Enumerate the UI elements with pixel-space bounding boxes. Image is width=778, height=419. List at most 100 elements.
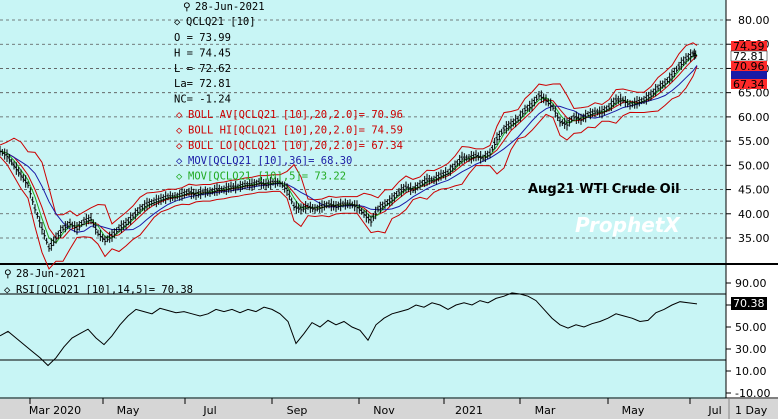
price-bar (607, 103, 611, 112)
price-bar (535, 94, 539, 102)
price-bar (446, 169, 450, 176)
price-bar (269, 176, 273, 190)
price-bar (168, 191, 172, 203)
rsi-date-icon: ⚲ (4, 268, 12, 280)
price-marker: 74.59 (731, 40, 767, 53)
price-bar (122, 220, 126, 230)
price-bar (61, 224, 65, 232)
price-bar (682, 56, 686, 67)
price-bar (371, 212, 375, 222)
rsi-marker: 70.38 (731, 297, 767, 310)
price-bar (647, 91, 651, 102)
price-bar (633, 97, 637, 109)
ohlc-label: La= 72.81 (174, 78, 231, 90)
price-bar (290, 197, 294, 205)
price-tick-label: 80.00 (738, 14, 770, 27)
price-bar (112, 228, 116, 238)
price-bar (80, 220, 84, 227)
price-bar (469, 150, 473, 164)
price-bar (336, 201, 340, 210)
price-bar (206, 187, 210, 197)
price-bar (640, 97, 644, 105)
price-bar (672, 67, 676, 78)
rsi-tick-label: 50.00 (735, 321, 767, 334)
price-bar (637, 96, 641, 107)
svg-text:72.81: 72.81 (733, 50, 765, 63)
price-bar (467, 153, 471, 163)
price-bar (33, 204, 37, 214)
price-bar (353, 200, 357, 212)
rsi-tick-label: 30.00 (735, 343, 767, 356)
price-bar (318, 201, 322, 213)
price-bar (304, 201, 308, 214)
price-bar (563, 117, 567, 129)
x-tick-label: 2021 (455, 404, 483, 417)
price-bar (45, 237, 49, 245)
price-bar (196, 189, 200, 198)
indicator-icon: ◇ (176, 124, 183, 136)
price-bar (222, 185, 226, 194)
price-bar (593, 107, 597, 117)
price-tick-label: 55.00 (738, 135, 770, 148)
price-bar (572, 112, 576, 122)
price-bar (500, 128, 504, 136)
price-bar (297, 203, 301, 213)
price-bar (530, 98, 534, 112)
price-bar (147, 198, 151, 209)
interval-label: 1 Day (735, 404, 768, 417)
price-bar (75, 222, 79, 235)
price-bar (516, 115, 520, 123)
price-bar (194, 188, 198, 200)
price-bar (31, 196, 35, 205)
price-bar (171, 192, 175, 201)
price-bar (350, 201, 354, 209)
legend-block: ⚲ 28-Jun-2021 ◇ QCLQ21 [10] O = 73.99 H =… (174, 1, 403, 183)
price-bar (180, 188, 184, 201)
price-bar (346, 199, 350, 209)
price-bar (143, 200, 147, 212)
price-bar (227, 183, 231, 193)
price-bar (677, 61, 681, 71)
price-bar (453, 160, 457, 171)
price-bar (591, 108, 595, 117)
rsi-date: 28-Jun-2021 (16, 268, 86, 280)
price-bar (56, 230, 60, 239)
ohlc-label: O = 73.99 (174, 32, 231, 44)
price-bar (341, 200, 345, 208)
price-bar (140, 203, 144, 211)
price-bar (175, 192, 179, 200)
price-bar (644, 92, 648, 105)
indicator-label: MOV[QCLQ21 [10],36]= 68.30 (188, 155, 352, 167)
price-bar (161, 194, 165, 203)
price-bar (84, 213, 88, 227)
price-bar (374, 206, 378, 220)
indicator-label: BOLL AV[QCLQ21 [10],20,2.0]= 70.96 (188, 109, 403, 121)
price-bar (404, 181, 408, 193)
price-tick-label: 65.00 (738, 87, 770, 100)
price-bar (243, 179, 247, 190)
price-bar (490, 144, 494, 152)
price-bar (285, 183, 289, 196)
price-bar (600, 105, 604, 119)
chart-date: 28-Jun-2021 (195, 1, 265, 13)
boll-hi-line (0, 42, 698, 225)
price-bar (486, 150, 490, 159)
price-bar (649, 89, 653, 101)
x-tick-label: May (622, 404, 645, 417)
price-bar (26, 181, 30, 189)
price-bar (87, 214, 91, 225)
x-tick-label: Mar (535, 404, 556, 417)
price-bar (339, 198, 343, 212)
price-bar (376, 205, 380, 213)
price-bar (430, 176, 434, 184)
price-bar (598, 106, 602, 118)
price-bar (138, 204, 142, 214)
price-bar (224, 182, 228, 196)
price-bar (19, 169, 23, 181)
price-bar (308, 201, 312, 213)
price-bar (208, 187, 212, 197)
price-bar (105, 235, 109, 243)
price-bar (38, 216, 42, 228)
price-bar (133, 208, 137, 220)
price-bar (35, 212, 39, 219)
